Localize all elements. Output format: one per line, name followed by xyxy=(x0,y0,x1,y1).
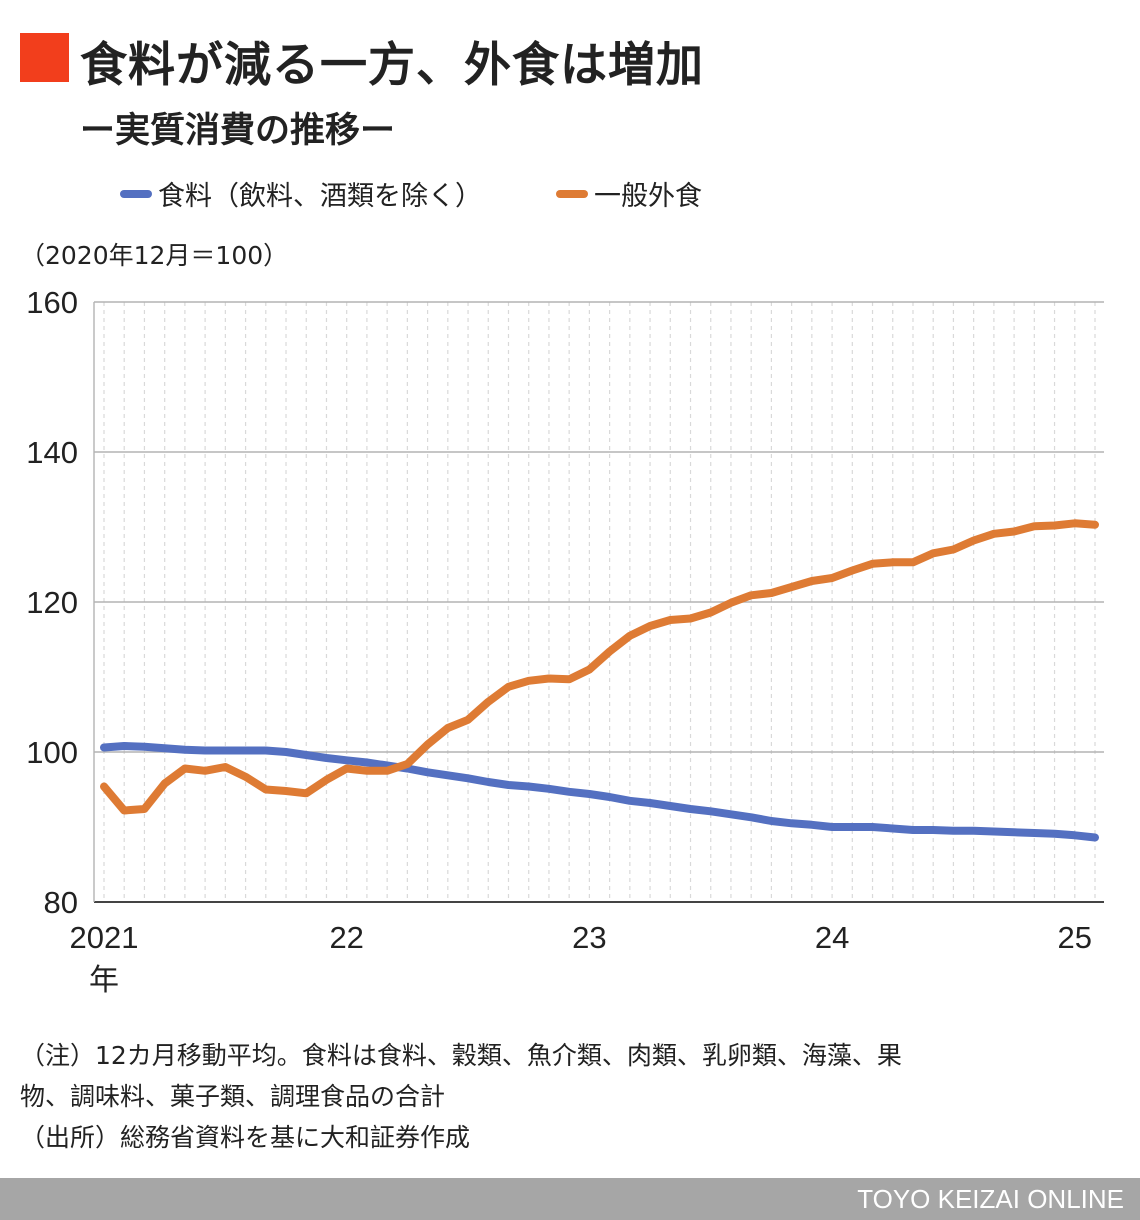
y-tick-label: 80 xyxy=(44,885,78,920)
chart-subtitle: ー実質消費の推移ー xyxy=(80,111,396,151)
y-tick-label: 140 xyxy=(26,435,78,470)
x-tick-label: 22 xyxy=(329,920,363,955)
legend-item-eating-out: 一般外食 xyxy=(556,174,702,213)
y-tick-label: 120 xyxy=(26,585,78,620)
note-line-1: （注）12カ月移動平均。食料は食料、穀類、魚介類、肉類、乳卵類、海藻、果 xyxy=(20,1041,902,1070)
legend-label-food: 食料（飲料、酒類を除く） xyxy=(158,181,482,212)
legend-swatch-food xyxy=(120,189,152,198)
x-tick-sublabel: 年 xyxy=(89,963,119,998)
source-line: （出所）総務省資料を基に大和証券作成 xyxy=(20,1123,471,1152)
footer-brand: TOYO KEIZAI ONLINE xyxy=(857,1184,1124,1214)
series-line-eating-out xyxy=(100,519,1099,815)
line-chart: 80 100 120 140 160 2021 年 22 23 24 25 xyxy=(26,285,1104,998)
chart-title: 食料が減る一方、外食は増加 xyxy=(80,38,704,93)
unit-label: （2020年12月＝100） xyxy=(20,241,289,270)
footer-bar: TOYO KEIZAI ONLINE xyxy=(0,1178,1140,1220)
y-tick-label: 160 xyxy=(26,285,78,320)
series-line-food xyxy=(100,742,1099,842)
note-line-2: 物、調味料、菓子類、調理食品の合計 xyxy=(20,1082,446,1111)
x-tick-label: 2021 xyxy=(70,920,139,955)
title-accent-square xyxy=(20,33,69,82)
x-tick-label: 24 xyxy=(815,920,849,955)
x-tick-label: 23 xyxy=(572,920,606,955)
legend-swatch-eating-out xyxy=(556,189,588,198)
legend-label-eating-out: 一般外食 xyxy=(594,181,702,212)
x-tick-label: 25 xyxy=(1058,920,1092,955)
y-tick-label: 100 xyxy=(26,735,78,770)
legend-item-food: 食料（飲料、酒類を除く） xyxy=(120,174,482,213)
